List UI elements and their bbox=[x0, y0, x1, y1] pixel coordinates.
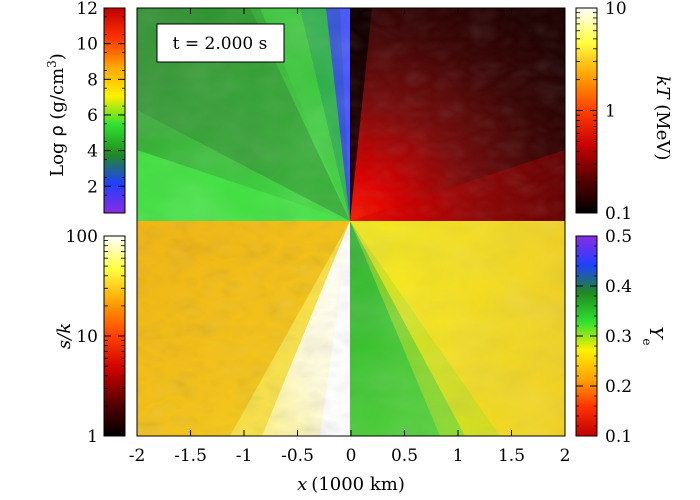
quadrant-electron-fraction bbox=[350, 221, 565, 436]
temperature-colorbar: 0.1 1 10 bbox=[575, 0, 632, 224]
x-tick-label: -1 bbox=[236, 446, 253, 466]
electron_fraction-tick-label: 0.3 bbox=[605, 327, 632, 347]
colorbars: 2 4 6 8 10 12 0.1 1 10 1 10 100 0.1 0.2 0.3 0.4 0.5 bbox=[66, 0, 633, 447]
temperature-tick-label: 0.1 bbox=[605, 204, 632, 224]
density-tick-label: 4 bbox=[87, 142, 98, 162]
quadrant-entropy bbox=[137, 221, 350, 436]
density-tick-label: 12 bbox=[76, 0, 98, 19]
x-tick-label: 1.5 bbox=[498, 446, 525, 466]
density-tick-label: 8 bbox=[87, 70, 98, 90]
x-axis-unit: (1000 km) bbox=[311, 474, 405, 495]
density-colorbar-gradient bbox=[103, 7, 126, 214]
x-tick-label: 0 bbox=[346, 446, 357, 466]
electron_fraction-colorbar: 0.1 0.2 0.3 0.4 0.5 bbox=[575, 227, 632, 447]
quadrant-temperature bbox=[350, 8, 565, 221]
electron_fraction-tick-label: 0.1 bbox=[605, 427, 632, 447]
x-tick-label: -1.5 bbox=[174, 446, 207, 466]
x-axis-var: x bbox=[297, 474, 307, 495]
temperature-colorbar-title: kT (MeV) bbox=[652, 76, 673, 161]
electron_fraction-tick-label: 0.2 bbox=[605, 377, 632, 397]
entropy-colorbar: 1 10 100 bbox=[66, 227, 126, 447]
entropy-tick-label: 10 bbox=[76, 327, 98, 347]
entropy-colorbar-title: s/k bbox=[54, 323, 75, 349]
density-colorbar-title: Log ρ (g/cm3) bbox=[45, 53, 68, 177]
time-label: t = 2.000 s bbox=[173, 34, 268, 54]
electron_fraction-tick-label: 0.4 bbox=[605, 277, 632, 297]
x-tick-label: -2 bbox=[129, 446, 146, 466]
x-tick-label: 1 bbox=[453, 446, 464, 466]
x-tick-label: 0.5 bbox=[391, 446, 418, 466]
x-tick-label: 2 bbox=[560, 446, 571, 466]
x-axis: -2 -1.5 -1 -0.5 0 0.5 1 1.5 2 bbox=[129, 8, 571, 466]
entropy-tick-label: 100 bbox=[66, 227, 98, 247]
temperature-tick-label: 1 bbox=[605, 102, 616, 122]
electron-fraction-colorbar-title: Ye bbox=[640, 327, 666, 346]
density-colorbar: 2 4 6 8 10 12 bbox=[76, 0, 126, 214]
entropy-tick-label: 1 bbox=[87, 427, 98, 447]
x-tick-label: -0.5 bbox=[281, 446, 314, 466]
temperature-tick-label: 10 bbox=[605, 0, 627, 19]
density-tick-label: 10 bbox=[76, 35, 98, 55]
density-tick-label: 6 bbox=[87, 106, 98, 126]
density-tick-label: 2 bbox=[87, 177, 98, 197]
time-label-box: t = 2.000 s bbox=[156, 23, 285, 63]
x-axis-title: x (1000 km) bbox=[297, 474, 405, 495]
electron_fraction-tick-label: 0.5 bbox=[605, 227, 632, 247]
